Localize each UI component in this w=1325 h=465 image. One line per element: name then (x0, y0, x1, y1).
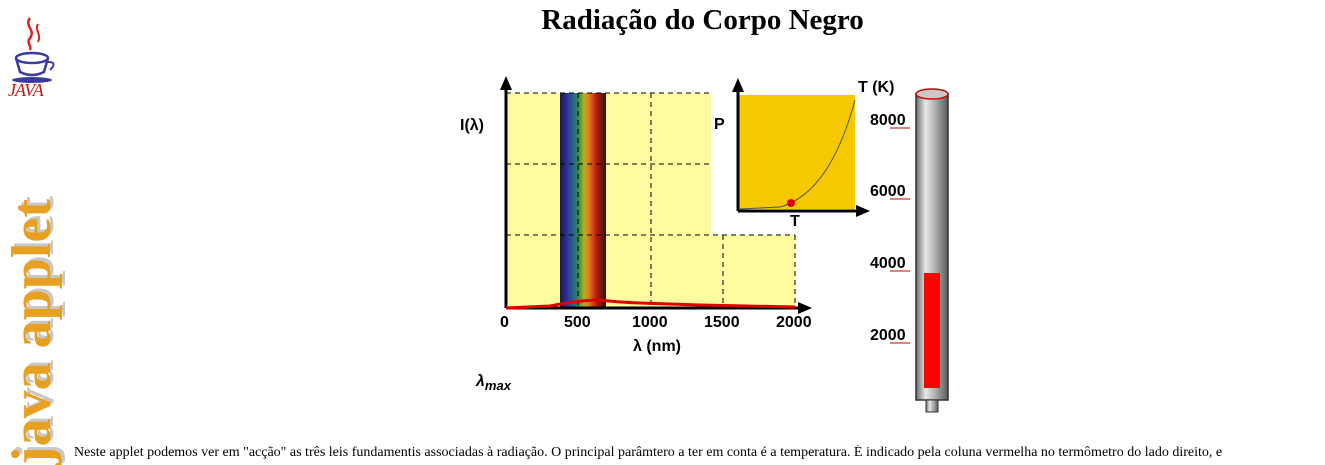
visible-spectrum-band (560, 93, 606, 308)
thermometer-mercury (924, 273, 940, 388)
description-text: Neste applet podemos ver em "acção" as t… (74, 445, 1223, 460)
thermometer-title: T (K) (858, 79, 895, 96)
thermometer-tick-4000: 4000 (870, 255, 906, 272)
java-logo: JAVA (6, 12, 62, 104)
blackbody-applet[interactable]: I(λ) 0 500 1000 1500 2000 λ (nm) λmax P … (440, 68, 960, 428)
power-plot-background (738, 95, 855, 209)
power-plot (732, 78, 870, 217)
spectrum-curve (505, 298, 796, 310)
java-logo-text: JAVA (8, 80, 44, 100)
lambda-max-label: λmax (476, 373, 511, 394)
power-x-label: T (790, 213, 800, 230)
x-tick-1500: 1500 (704, 314, 740, 331)
power-curve (739, 99, 856, 210)
plot-background (506, 93, 711, 308)
java-applet-side-label: java applet (1, 199, 63, 465)
plot-background-lower (711, 235, 795, 308)
power-y-label: P (714, 116, 725, 133)
x-tick-0: 0 (500, 314, 509, 331)
x-tick-1000: 1000 (632, 314, 668, 331)
thermometer[interactable] (890, 88, 949, 413)
spectrum-x-label: λ (nm) (633, 338, 681, 355)
x-tick-500: 500 (564, 314, 591, 331)
thermometer-tick-8000: 8000 (870, 112, 906, 129)
page-title: Radiação do Corpo Negro (541, 4, 864, 36)
x-tick-2000: 2000 (776, 314, 812, 331)
thermometer-tick-2000: 2000 (870, 327, 906, 344)
power-point (787, 199, 795, 207)
thermometer-tick-6000: 6000 (870, 183, 906, 200)
spectrum-y-label: I(λ) (460, 117, 484, 134)
spectrum-plot (500, 76, 812, 314)
